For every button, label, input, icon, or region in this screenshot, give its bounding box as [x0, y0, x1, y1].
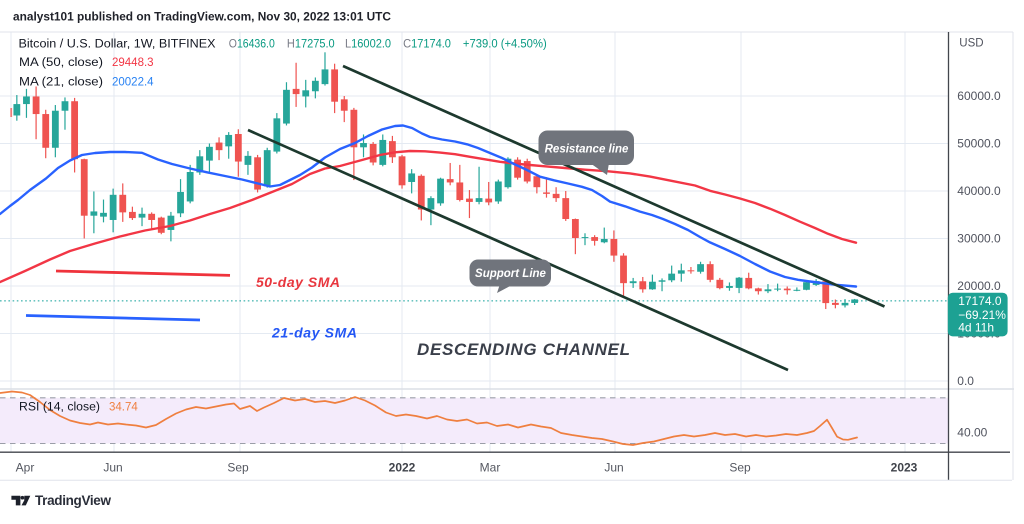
- svg-text:Support Line: Support Line: [475, 268, 547, 280]
- svg-text:Sep: Sep: [227, 461, 249, 475]
- svg-text:30000.0: 30000.0: [957, 232, 1001, 246]
- svg-text:MA (21, close): MA (21, close): [19, 76, 103, 88]
- svg-text:−69.21%: −69.21%: [958, 308, 1006, 322]
- svg-text:Jun: Jun: [604, 461, 623, 475]
- svg-text:L16002.0: L16002.0: [345, 39, 391, 51]
- svg-text:Mar: Mar: [480, 461, 501, 475]
- svg-text:Sep: Sep: [729, 461, 751, 475]
- svg-text:40000.0: 40000.0: [957, 184, 1001, 198]
- svg-text:2022: 2022: [389, 461, 416, 475]
- svg-text:Resistance line: Resistance line: [545, 144, 629, 156]
- svg-text:20022.4: 20022.4: [112, 76, 154, 88]
- svg-text:RSI (14, close): RSI (14, close): [19, 402, 100, 414]
- svg-text:20000.0: 20000.0: [957, 279, 1001, 293]
- svg-text:17174.0: 17174.0: [958, 294, 1002, 308]
- svg-text:USD: USD: [959, 38, 983, 50]
- svg-text:TradingView: TradingView: [35, 493, 111, 508]
- svg-text:analyst101 published on Tradin: analyst101 published on TradingView.com,…: [13, 9, 391, 23]
- svg-text:34.74: 34.74: [109, 402, 138, 414]
- svg-text:60000.0: 60000.0: [957, 89, 1001, 103]
- svg-text:Apr: Apr: [16, 461, 35, 475]
- svg-text:Bitcoin / U.S. Dollar, 1W, BIT: Bitcoin / U.S. Dollar, 1W, BITFINEX: [19, 39, 216, 51]
- svg-text:29448.3: 29448.3: [112, 57, 154, 69]
- svg-text:DESCENDING CHANNEL: DESCENDING CHANNEL: [417, 340, 630, 359]
- svg-text:C17174.0: C17174.0: [403, 39, 451, 51]
- svg-text:0.0: 0.0: [957, 374, 974, 388]
- svg-text:MA (50, close): MA (50, close): [19, 57, 103, 69]
- svg-text:50-day SMA: 50-day SMA: [256, 274, 340, 290]
- svg-text:2023: 2023: [891, 461, 918, 475]
- svg-text:50000.0: 50000.0: [957, 137, 1001, 151]
- svg-text:H17275.0: H17275.0: [287, 39, 335, 51]
- svg-text:4d 11h: 4d 11h: [958, 321, 994, 335]
- svg-text:+739.0 (+4.50%): +739.0 (+4.50%): [463, 39, 547, 51]
- svg-text:O16436.0: O16436.0: [229, 39, 275, 51]
- svg-text:21-day SMA: 21-day SMA: [271, 325, 357, 341]
- svg-text:Jun: Jun: [103, 461, 122, 475]
- svg-text:40.00: 40.00: [957, 426, 987, 440]
